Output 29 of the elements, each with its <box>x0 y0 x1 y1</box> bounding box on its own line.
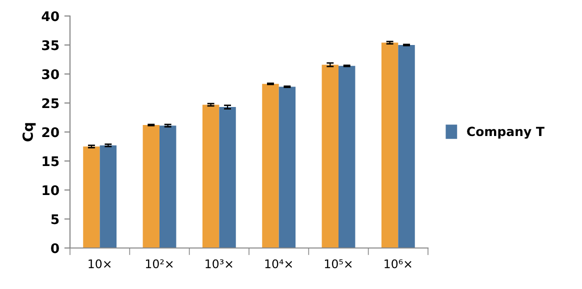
bar <box>160 126 176 248</box>
legend-label: Company T <box>467 126 544 139</box>
bar <box>322 64 338 248</box>
bar <box>398 45 415 248</box>
bar <box>83 146 100 248</box>
bar <box>100 145 117 248</box>
y-tick-label: 5 <box>51 214 59 224</box>
y-tick-label: 10 <box>42 185 59 196</box>
y-tick-label: 40 <box>42 11 59 22</box>
y-tick-label: 35 <box>42 40 59 50</box>
y-tick-label: 25 <box>42 98 59 108</box>
x-tick-label: 10⁴× <box>265 259 292 268</box>
y-tick-label: 0 <box>51 243 59 254</box>
bar <box>262 84 279 248</box>
y-tick-label: 20 <box>42 127 59 138</box>
x-tick-label: 10²× <box>146 259 173 268</box>
x-tick-label: 10× <box>88 259 111 268</box>
bar <box>381 42 398 248</box>
bar <box>278 86 296 248</box>
y-axis-title: Cq <box>22 123 36 142</box>
bar <box>202 104 220 248</box>
bar <box>338 66 356 248</box>
y-tick-label: 15 <box>42 156 59 166</box>
bar <box>219 107 236 248</box>
x-tick-label: 10⁵× <box>324 259 352 268</box>
bar <box>142 125 160 248</box>
x-tick-label: 10³× <box>206 259 232 268</box>
y-tick-label: 30 <box>42 69 59 80</box>
x-tick-label: 10⁶× <box>384 259 412 268</box>
